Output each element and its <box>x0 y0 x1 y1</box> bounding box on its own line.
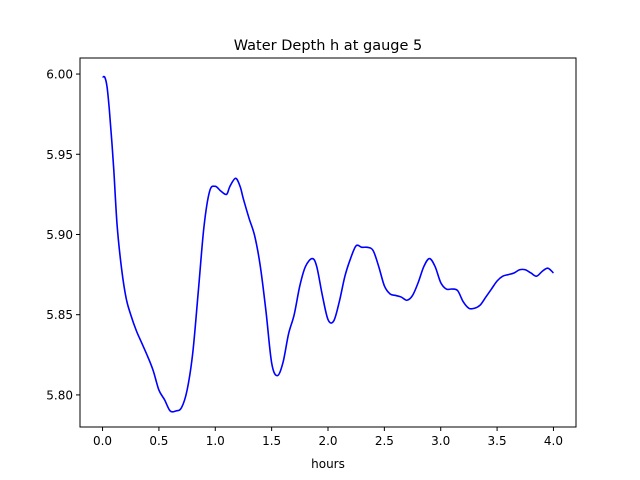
y-tick-label: 5.95 <box>46 148 73 162</box>
y-tick-label: 6.00 <box>46 68 73 82</box>
x-tick-label: 0.0 <box>93 434 112 448</box>
plot-area <box>102 75 555 413</box>
plot-frame <box>79 57 577 428</box>
series-line <box>102 75 555 413</box>
axis-ticks: 0.0 0.5 1.0 1.5 2.0 2.5 3.0 3.5 4.0 5.80 5.85 5.90 5… <box>46 68 563 448</box>
x-tick-label: 2.0 <box>318 434 337 448</box>
y-tick-label: 5.80 <box>46 388 73 402</box>
x-tick-label: 3.0 <box>431 434 450 448</box>
x-axis-label: hours <box>311 457 345 471</box>
x-tick-label: 4.0 <box>544 434 563 448</box>
x-tick-label: 0.5 <box>149 434 168 448</box>
x-tick-label: 3.5 <box>488 434 507 448</box>
y-tick-label: 5.85 <box>46 308 73 322</box>
y-tick-label: 5.90 <box>46 228 73 242</box>
chart-title: Water Depth h at gauge 5 <box>234 38 422 54</box>
x-tick-label: 1.0 <box>206 434 225 448</box>
x-tick-label: 1.5 <box>262 434 281 448</box>
x-tick-label: 2.5 <box>375 434 394 448</box>
